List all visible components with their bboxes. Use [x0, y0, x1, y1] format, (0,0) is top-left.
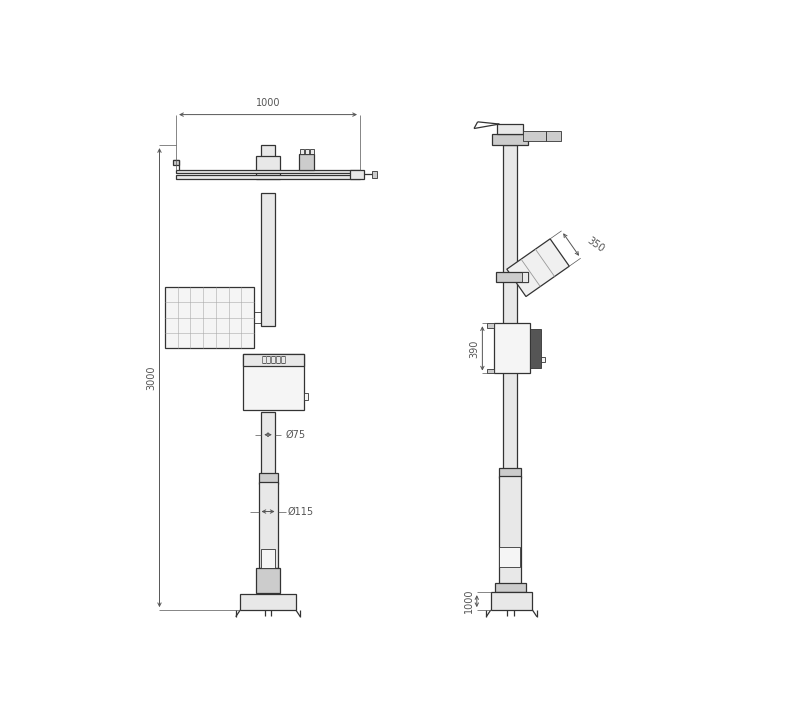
- Bar: [176, 170, 360, 173]
- Bar: [490, 592, 533, 610]
- Bar: [165, 287, 254, 348]
- Text: Ø115: Ø115: [288, 507, 314, 516]
- Bar: [494, 323, 530, 374]
- Text: 环境监测站: 环境监测站: [261, 356, 286, 364]
- Bar: [499, 547, 520, 567]
- Bar: [258, 482, 278, 568]
- Bar: [492, 134, 528, 145]
- Text: 390: 390: [469, 339, 479, 358]
- Bar: [262, 412, 274, 476]
- Text: 1000: 1000: [463, 589, 474, 613]
- Bar: [497, 124, 523, 134]
- Bar: [174, 160, 179, 166]
- Bar: [496, 272, 528, 281]
- Bar: [240, 594, 296, 610]
- Bar: [243, 354, 304, 410]
- Bar: [298, 154, 314, 170]
- Bar: [372, 171, 377, 178]
- Bar: [523, 132, 546, 141]
- Bar: [262, 145, 274, 170]
- Text: 1000: 1000: [256, 98, 280, 108]
- Bar: [304, 393, 308, 400]
- Bar: [306, 148, 310, 154]
- Text: 350: 350: [585, 235, 606, 254]
- Bar: [487, 369, 494, 374]
- Polygon shape: [507, 239, 570, 296]
- Bar: [499, 468, 522, 478]
- Bar: [258, 473, 278, 484]
- Bar: [261, 549, 275, 568]
- Text: 3000: 3000: [146, 365, 156, 390]
- Bar: [300, 148, 304, 154]
- Bar: [530, 329, 541, 368]
- Bar: [503, 145, 518, 471]
- Bar: [310, 148, 314, 154]
- Bar: [256, 155, 280, 179]
- Bar: [487, 323, 494, 328]
- Bar: [541, 356, 546, 362]
- Bar: [262, 192, 274, 326]
- Bar: [350, 170, 364, 179]
- Bar: [522, 272, 528, 281]
- Bar: [546, 132, 561, 141]
- Bar: [256, 568, 280, 594]
- Bar: [243, 354, 304, 367]
- Bar: [494, 583, 526, 591]
- Bar: [499, 476, 522, 591]
- Text: Ø75: Ø75: [286, 429, 306, 440]
- Bar: [176, 175, 360, 179]
